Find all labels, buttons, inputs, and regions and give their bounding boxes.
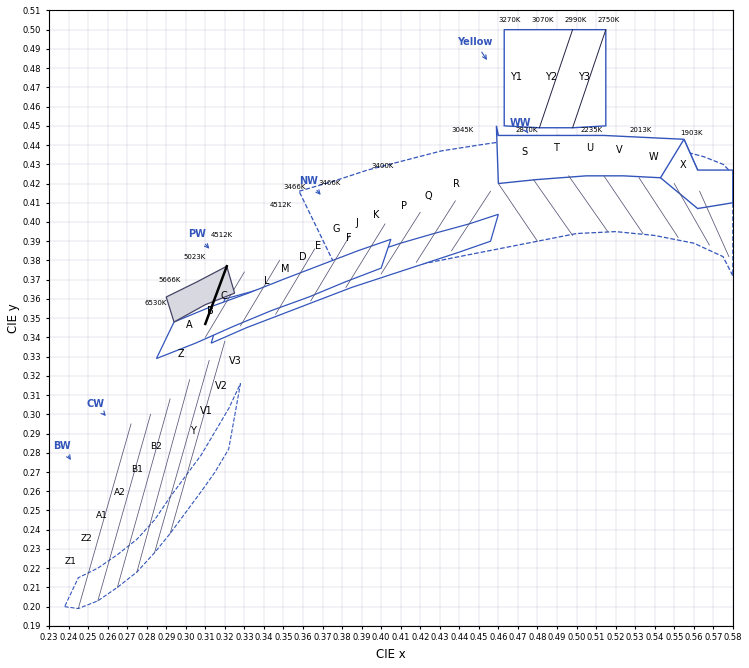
Text: V2: V2 bbox=[215, 381, 228, 391]
Text: 3466K: 3466K bbox=[318, 180, 341, 186]
Polygon shape bbox=[166, 267, 234, 322]
Text: B: B bbox=[207, 307, 214, 317]
X-axis label: CIE x: CIE x bbox=[376, 648, 406, 661]
Text: B1: B1 bbox=[131, 465, 143, 474]
Text: E: E bbox=[315, 241, 321, 251]
Text: Y2: Y2 bbox=[545, 71, 557, 81]
Text: 3070K: 3070K bbox=[532, 17, 554, 23]
Text: 2235K: 2235K bbox=[580, 127, 602, 133]
Text: 5023K: 5023K bbox=[184, 254, 206, 260]
Polygon shape bbox=[299, 136, 733, 280]
Text: Y1: Y1 bbox=[510, 71, 522, 81]
Text: R: R bbox=[453, 180, 461, 189]
Text: WW: WW bbox=[510, 118, 532, 133]
Text: 3045K: 3045K bbox=[452, 127, 473, 133]
Text: W: W bbox=[649, 152, 658, 162]
Text: G: G bbox=[333, 224, 340, 234]
Text: V: V bbox=[616, 145, 622, 155]
Text: 6530K: 6530K bbox=[145, 300, 167, 306]
Text: S: S bbox=[522, 147, 528, 157]
Text: L: L bbox=[264, 275, 270, 285]
Polygon shape bbox=[64, 383, 240, 609]
Text: Z: Z bbox=[178, 349, 184, 359]
Text: 3270K: 3270K bbox=[498, 17, 521, 23]
Text: BW: BW bbox=[53, 441, 70, 459]
Text: F: F bbox=[346, 233, 351, 243]
Polygon shape bbox=[211, 214, 498, 343]
Text: A: A bbox=[186, 320, 192, 330]
Text: C: C bbox=[221, 291, 228, 301]
Text: 3466K: 3466K bbox=[283, 184, 306, 190]
Text: U: U bbox=[586, 143, 593, 153]
Text: J: J bbox=[356, 218, 359, 228]
Text: CW: CW bbox=[86, 399, 105, 415]
Text: M: M bbox=[282, 264, 290, 274]
Text: V3: V3 bbox=[228, 356, 241, 366]
Text: T: T bbox=[553, 143, 559, 153]
Y-axis label: CIE y: CIE y bbox=[7, 303, 20, 333]
Text: Yellow: Yellow bbox=[458, 37, 493, 59]
Text: 4512K: 4512K bbox=[270, 202, 292, 208]
Text: 1903K: 1903K bbox=[680, 130, 703, 136]
Text: V1: V1 bbox=[199, 406, 212, 416]
Text: 2013K: 2013K bbox=[629, 127, 652, 133]
Text: PW: PW bbox=[188, 229, 208, 248]
Text: 2870K: 2870K bbox=[516, 127, 539, 133]
Text: Z1: Z1 bbox=[64, 557, 76, 566]
Text: A1: A1 bbox=[96, 511, 108, 520]
Text: 4512K: 4512K bbox=[211, 232, 233, 238]
Text: K: K bbox=[373, 210, 380, 220]
Polygon shape bbox=[661, 140, 733, 208]
Polygon shape bbox=[504, 29, 606, 128]
Text: 5666K: 5666K bbox=[158, 277, 181, 283]
Text: P: P bbox=[401, 200, 407, 210]
Text: B2: B2 bbox=[151, 442, 163, 451]
Text: A2: A2 bbox=[113, 488, 125, 497]
Text: 3400K: 3400K bbox=[372, 163, 394, 169]
Text: X: X bbox=[680, 160, 687, 170]
Polygon shape bbox=[157, 239, 391, 359]
Text: 2990K: 2990K bbox=[565, 17, 587, 23]
Text: NW: NW bbox=[299, 176, 320, 194]
Text: Z2: Z2 bbox=[80, 534, 92, 543]
Text: Y: Y bbox=[189, 426, 195, 436]
Text: Y3: Y3 bbox=[578, 71, 590, 81]
Text: 2750K: 2750K bbox=[598, 17, 620, 23]
Text: D: D bbox=[299, 253, 306, 263]
Polygon shape bbox=[497, 126, 697, 184]
Text: Q: Q bbox=[424, 191, 431, 201]
